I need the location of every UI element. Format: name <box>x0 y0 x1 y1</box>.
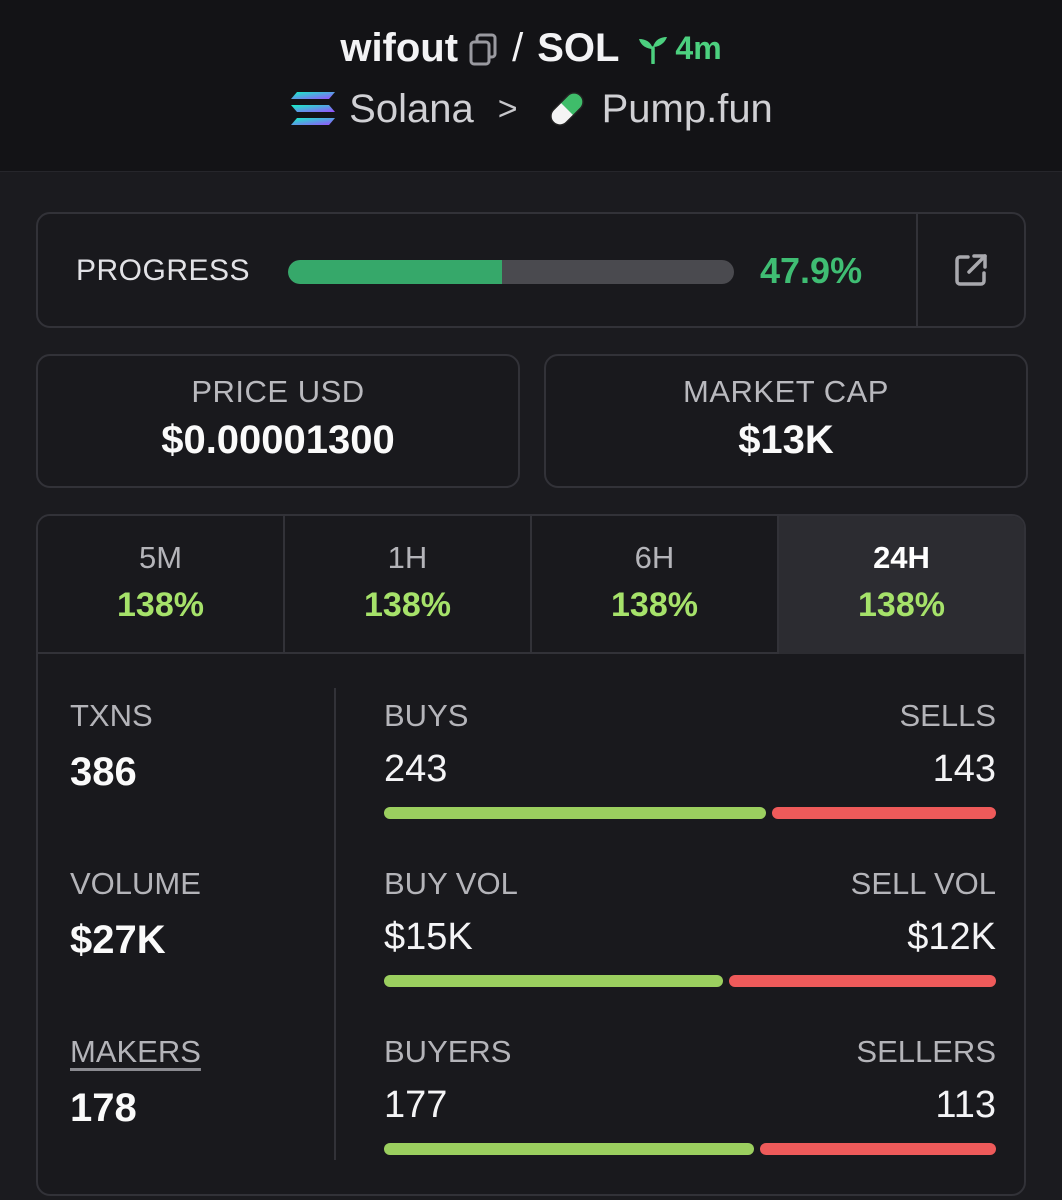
stats-divider <box>334 688 336 1160</box>
buyers-sellers-row: BUYERS SELLERS 177 113 <box>384 1034 996 1155</box>
makers-label[interactable]: MAKERS <box>70 1034 201 1069</box>
sprout-icon <box>639 36 668 64</box>
makers-stat: MAKERS 178 <box>70 1034 201 1131</box>
progress-bar-fill <box>288 260 502 284</box>
sellers-bar <box>760 1143 996 1155</box>
volume-label: VOLUME <box>70 866 201 901</box>
price-usd-value: $0.00001300 <box>161 418 395 462</box>
timeframe-stats-card: 5M 138% 1H 138% 6H 138% 24H 138% TXNS 38… <box>36 514 1026 1196</box>
buyers-label: BUYERS <box>384 1034 512 1069</box>
pair-separator: / <box>512 26 524 70</box>
buy-sell-volume-row: BUY VOL SELL VOL $15K $12K <box>384 866 996 987</box>
tab-label: 5M <box>138 540 183 575</box>
tab-label: 1H <box>387 540 428 575</box>
sellers-label: SELLERS <box>856 1034 996 1069</box>
txns-value: 386 <box>70 750 137 794</box>
sell-vol-bar <box>729 975 996 987</box>
buys-value: 243 <box>384 748 448 790</box>
tab-change: 138% <box>611 586 698 624</box>
buys-sells-ratio-bar <box>384 807 996 819</box>
makers-value: 178 <box>70 1086 137 1130</box>
volume-value: $27K <box>70 918 166 962</box>
buyers-bar <box>384 1143 754 1155</box>
timeframe-tabs: 5M 138% 1H 138% 6H 138% 24H 138% <box>38 516 1024 654</box>
market-cap-value: $13K <box>738 418 834 462</box>
open-external-button[interactable] <box>918 214 1024 326</box>
dex-link[interactable]: Pump.fun <box>601 86 773 131</box>
tab-change: 138% <box>364 586 451 624</box>
buys-bar <box>384 807 766 819</box>
market-cap-label: MARKET CAP <box>683 374 889 409</box>
tab-24h[interactable]: 24H 138% <box>779 516 1024 654</box>
pair-header: wifout / SOL 4m <box>0 0 1062 172</box>
bonding-progress-card: PROGRESS 47.9% <box>36 212 1026 328</box>
solana-icon <box>291 92 336 125</box>
pair-age: 4m <box>635 30 722 67</box>
tab-1h[interactable]: 1H 138% <box>285 516 532 654</box>
market-cap-card: MARKET CAP $13K <box>544 354 1028 488</box>
tab-change: 138% <box>117 586 204 624</box>
tab-change: 138% <box>858 586 945 624</box>
volume-ratio-bar <box>384 975 996 987</box>
buys-sells-row: BUYS SELLS 243 143 <box>384 698 996 819</box>
tab-6h[interactable]: 6H 138% <box>532 516 779 654</box>
buy-vol-bar <box>384 975 723 987</box>
quote-symbol: SOL <box>537 26 620 70</box>
age-text: 4m <box>675 30 722 66</box>
buys-label: BUYS <box>384 698 469 733</box>
sells-bar <box>772 807 996 819</box>
token-symbol: wifout <box>340 26 459 70</box>
tab-label: 6H <box>634 540 675 575</box>
chain-breadcrumb: Solana > Pump.fun <box>0 86 1062 132</box>
buyers-value: 177 <box>384 1084 448 1126</box>
progress-label: PROGRESS <box>76 254 251 287</box>
pumpfun-pill-icon <box>549 92 584 126</box>
tab-label: 24H <box>873 540 930 575</box>
sell-vol-label: SELL VOL <box>850 866 996 901</box>
tab-5m[interactable]: 5M 138% <box>38 516 285 654</box>
sells-value: 143 <box>932 748 996 790</box>
external-link-icon <box>955 254 987 286</box>
price-usd-label: PRICE USD <box>191 374 365 409</box>
txns-stat: TXNS 386 <box>70 698 153 795</box>
price-usd-card: PRICE USD $0.00001300 <box>36 354 520 488</box>
txns-label: TXNS <box>70 698 153 733</box>
progress-bar <box>288 260 734 284</box>
sellers-value: 113 <box>935 1084 996 1126</box>
buy-vol-label: BUY VOL <box>384 866 518 901</box>
buy-vol-value: $15K <box>384 916 473 958</box>
chevron-right-icon: > <box>497 89 518 128</box>
progress-percent: 47.9% <box>760 250 863 291</box>
copy-icon[interactable] <box>468 32 498 66</box>
volume-stat: VOLUME $27K <box>70 866 201 963</box>
sell-vol-value: $12K <box>907 916 996 958</box>
makers-ratio-bar <box>384 1143 996 1155</box>
progress-divider <box>916 214 918 326</box>
chain-link[interactable]: Solana <box>349 86 474 131</box>
pair-title-row: wifout / SOL 4m <box>0 26 1062 71</box>
sells-label: SELLS <box>899 698 996 733</box>
